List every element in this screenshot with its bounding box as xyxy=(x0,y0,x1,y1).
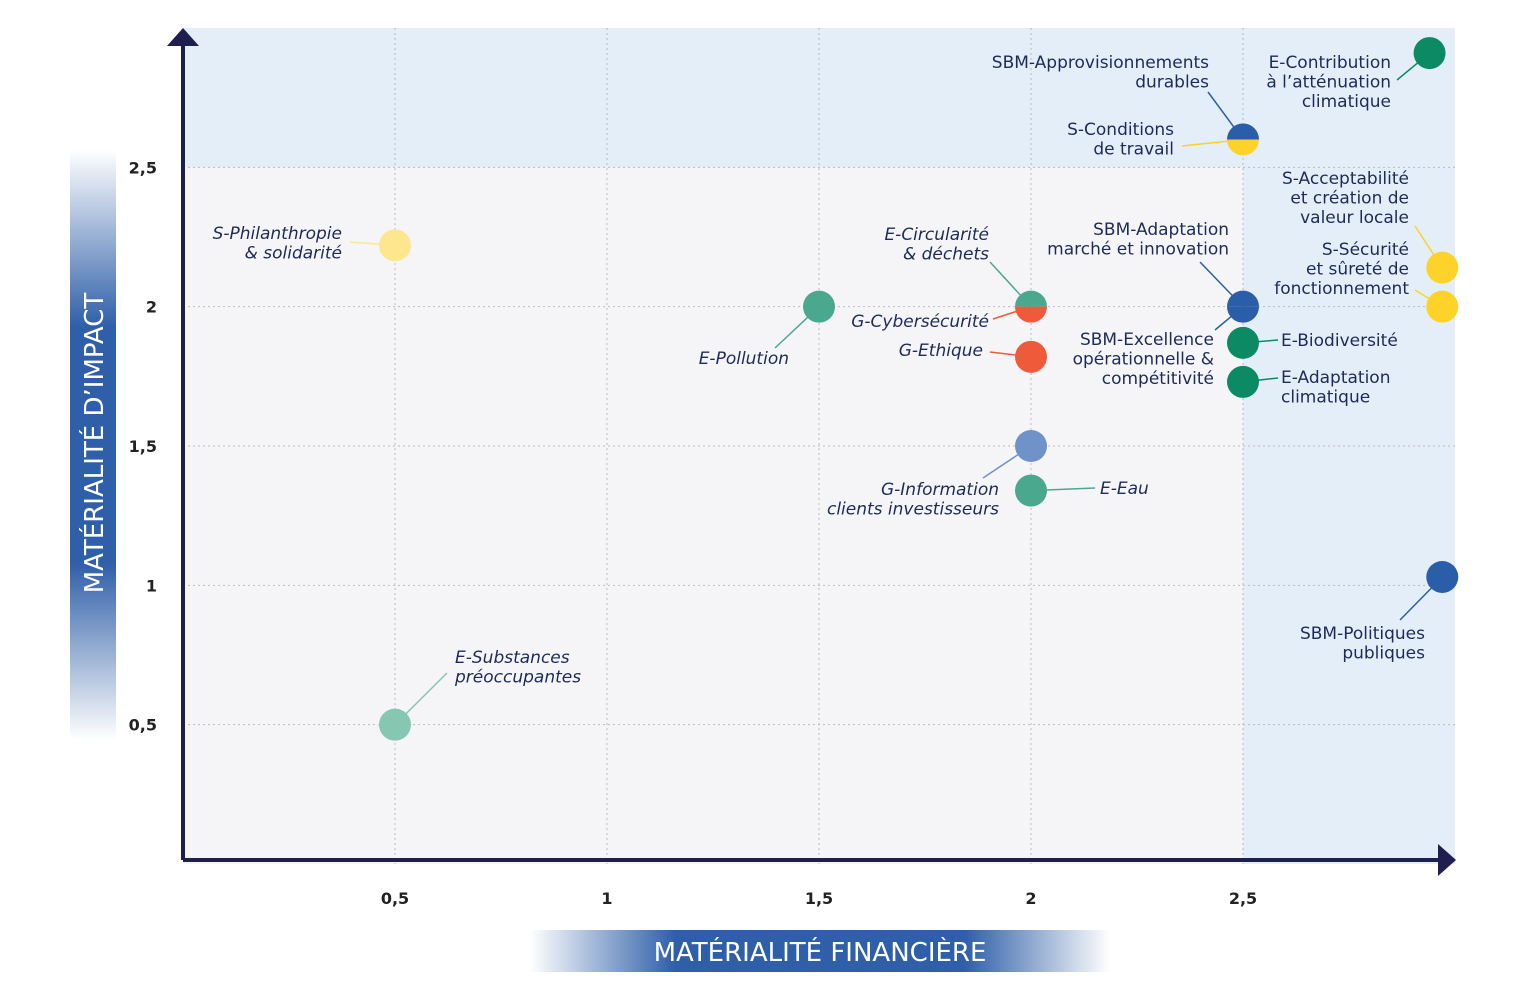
point xyxy=(1227,326,1259,359)
point-label: E-Adaptation climatique xyxy=(1281,368,1390,408)
label-line: préoccupantes xyxy=(454,668,581,688)
label-line: climatique xyxy=(1281,388,1370,408)
y-tick-label: 1,5 xyxy=(129,437,157,456)
label-line: opérationnelle & xyxy=(1073,350,1214,370)
point-label: G-Information clients investisseurs xyxy=(827,480,999,520)
label-line: SBM-Excellence xyxy=(1080,330,1214,350)
point-half xyxy=(1015,306,1047,323)
label-line: S-Sécurité xyxy=(1322,240,1409,260)
x-arrow xyxy=(1438,844,1456,876)
x-tick-label: 2 xyxy=(1025,889,1036,908)
y-axis-title: MATÉRIALITÉ D’IMPACT xyxy=(78,293,110,594)
label-line: clients investisseurs xyxy=(827,500,999,520)
y-title-box xyxy=(70,150,116,740)
point-label: E-Pollution xyxy=(699,349,789,369)
point xyxy=(1426,251,1459,284)
point xyxy=(1227,365,1259,398)
point-label: S-Philanthropie & solidarité xyxy=(213,224,342,264)
point xyxy=(1015,474,1047,507)
point xyxy=(803,290,835,323)
point-half xyxy=(1015,290,1047,307)
label-line: S-Philanthropie xyxy=(213,224,342,244)
point-label: S-Conditions de travail xyxy=(1067,120,1174,160)
point-label: E-Circularité & déchets xyxy=(884,225,989,265)
y-tick-label: 1 xyxy=(146,576,157,595)
label-line: & déchets xyxy=(903,245,989,265)
point xyxy=(1015,430,1047,462)
label-line: SBM-Approvisionnements xyxy=(992,53,1209,73)
label-line: et sûreté de xyxy=(1306,260,1409,280)
label-line: SBM-Politiques xyxy=(1300,624,1425,644)
point-label: E-Eau xyxy=(1100,479,1149,499)
label-line: durables xyxy=(1135,73,1209,93)
point-half xyxy=(1227,306,1259,323)
y-tick-label: 2,5 xyxy=(129,158,157,177)
label-line: et création de xyxy=(1290,189,1409,209)
point-label: G-Ethique xyxy=(899,341,983,361)
x-tick-label: 1 xyxy=(601,889,612,908)
point-half xyxy=(1227,290,1259,307)
y-arrow xyxy=(167,28,199,46)
x-tick-label: 0,5 xyxy=(381,889,409,908)
label-line: E-Substances xyxy=(455,648,570,668)
label-line: climatique xyxy=(1302,92,1391,112)
label-line: de travail xyxy=(1093,140,1174,160)
label-line: E-Contribution xyxy=(1269,53,1391,73)
y-tick-label: 2 xyxy=(146,298,157,317)
label-line: fonctionnement xyxy=(1274,279,1409,299)
point xyxy=(1426,560,1459,593)
label-line: E-Eau xyxy=(1100,479,1149,499)
label-line: & solidarité xyxy=(245,244,342,264)
label-line: E-Adaptation xyxy=(1281,368,1390,388)
point-label: S-Sécurité et sûreté de fonctionnement xyxy=(1274,240,1409,299)
label-line: E-Pollution xyxy=(699,349,789,369)
point xyxy=(379,229,411,262)
point-label: E-Contribution à l’atténuation climatique xyxy=(1266,53,1391,112)
point-label: G-Cybersécurité xyxy=(851,312,989,332)
label-line: à l’atténuation xyxy=(1266,73,1391,93)
point-label: E-Biodiversité xyxy=(1281,331,1398,351)
point xyxy=(1015,340,1047,373)
point-label: SBM-Approvisionnements durables xyxy=(992,53,1209,93)
point-half xyxy=(1227,139,1259,156)
background xyxy=(183,28,1455,864)
point-label: SBM-Politiques publiques xyxy=(1300,624,1425,664)
label-line: compétitivité xyxy=(1102,369,1214,389)
x-tick-label: 1,5 xyxy=(805,889,833,908)
label-line: publiques xyxy=(1342,644,1425,664)
label-line: E-Circularité xyxy=(884,225,989,245)
point-half xyxy=(1227,123,1259,140)
label-line: S-Conditions xyxy=(1067,120,1174,140)
y-tick-label: 0,5 xyxy=(129,716,157,735)
x-title-box xyxy=(530,930,1110,972)
point-label: S-Acceptabilité et création de valeur loca… xyxy=(1282,169,1409,228)
point-label: SBM-Excellence opérationnelle & compétitiv… xyxy=(1073,330,1214,389)
label-line: SBM-Adaptation xyxy=(1093,220,1229,240)
point xyxy=(1426,290,1459,323)
x-axis-title: MATÉRIALITÉ FINANCIÈRE xyxy=(654,936,987,968)
label-line: marché et innovation xyxy=(1047,240,1229,260)
x-tick-label: 2,5 xyxy=(1229,889,1257,908)
label-line: S-Acceptabilité xyxy=(1282,169,1409,189)
label-line: E-Biodiversité xyxy=(1281,331,1398,351)
point xyxy=(1413,37,1446,70)
point-label: E-Substances préoccupantes xyxy=(454,648,581,688)
label-line: G-Cybersécurité xyxy=(851,312,989,332)
point xyxy=(379,708,411,741)
label-line: G-Information xyxy=(881,480,999,500)
label-line: valeur locale xyxy=(1300,208,1409,228)
point-label: SBM-Adaptation marché et innovation xyxy=(1047,220,1229,260)
label-line: G-Ethique xyxy=(899,341,983,361)
